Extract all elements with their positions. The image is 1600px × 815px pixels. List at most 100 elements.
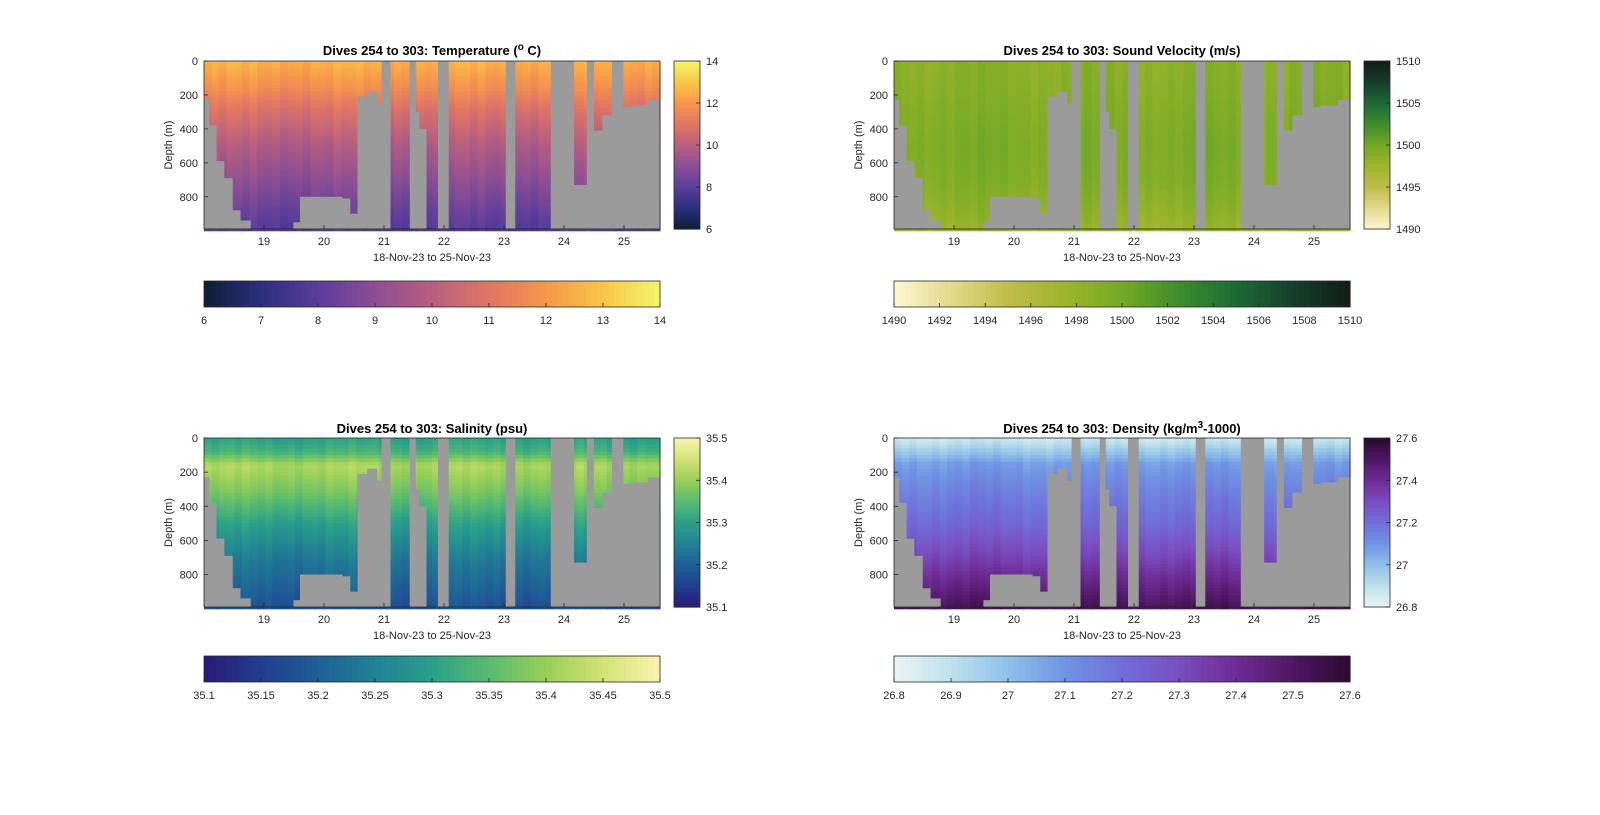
colorbar-segment: [466, 281, 473, 307]
heatmap-cell: [985, 189, 994, 194]
heatmap-cell: [538, 213, 547, 218]
heatmap-cell: [257, 217, 266, 222]
heatmap-cell: [970, 111, 979, 116]
heatmap-cell: [401, 145, 410, 150]
heatmap-cell: [280, 166, 289, 171]
heatmap-cell: [333, 81, 342, 86]
heatmap-cell: [310, 67, 319, 72]
heatmap-cell: [932, 115, 941, 120]
heatmap-cell: [1000, 142, 1009, 147]
heatmap-cell: [591, 125, 600, 130]
heatmap-cell: [916, 91, 925, 96]
heatmap-cell: [1000, 189, 1009, 194]
colorbar-segment: [517, 281, 524, 307]
y-tick-label: 200: [180, 90, 198, 102]
heatmap-cell: [606, 74, 615, 79]
colorbar-segment: [674, 184, 700, 188]
heatmap-cell: [447, 125, 456, 130]
heatmap-cell: [401, 173, 410, 177]
heatmap-cell: [249, 128, 258, 133]
colorbar-tick-label: 12: [706, 98, 718, 110]
heatmap-cell: [939, 81, 948, 86]
colorbar-segment: [295, 281, 302, 307]
heatmap-cell: [576, 179, 585, 184]
heatmap-cell: [576, 122, 585, 127]
heatmap-cell: [287, 173, 296, 177]
heatmap-cell: [264, 142, 273, 147]
heatmap-cell: [416, 77, 425, 82]
heatmap-cell: [295, 135, 304, 140]
heatmap-cell: [894, 71, 903, 76]
heatmap-cell: [1000, 149, 1009, 154]
heatmap-cell: [1015, 125, 1024, 130]
heatmap-cell: [538, 162, 547, 167]
heatmap-cell: [295, 105, 304, 110]
heatmap-cell: [302, 193, 311, 198]
heatmap-cell: [477, 189, 486, 194]
heatmap-cell: [500, 125, 509, 130]
heatmap-cell: [257, 189, 266, 194]
heatmap-cell: [447, 193, 456, 198]
heatmap-cell: [424, 132, 433, 137]
heatmap-cell: [470, 200, 479, 205]
heatmap-cell: [932, 173, 941, 177]
heatmap-cell: [622, 94, 631, 99]
heatmap-cell: [432, 105, 441, 110]
heatmap-cell: [1030, 84, 1039, 89]
heatmap-cell: [924, 111, 933, 116]
heatmap-cell: [242, 217, 251, 222]
heatmap-cell: [234, 145, 243, 150]
heatmap-cell: [295, 74, 304, 79]
heatmap-cell: [234, 101, 243, 106]
heatmap-cell: [211, 84, 220, 89]
heatmap-cell: [432, 67, 441, 72]
heatmap-cell: [310, 166, 319, 171]
y-axis-label: Depth (m): [163, 121, 175, 170]
heatmap-cell: [249, 74, 258, 79]
heatmap-cell: [219, 74, 228, 79]
heatmap-cell: [1000, 162, 1009, 167]
heatmap-cell: [977, 98, 986, 103]
heatmap-cell: [500, 145, 509, 150]
heatmap-cell: [939, 77, 948, 82]
heatmap-cell: [264, 132, 273, 137]
heatmap-cell: [1000, 176, 1009, 181]
heatmap-cell: [310, 183, 319, 188]
heatmap-cell: [546, 145, 555, 150]
heatmap-cell: [947, 98, 956, 103]
heatmap-cell: [318, 64, 327, 69]
heatmap-cell: [234, 162, 243, 167]
heatmap-cell: [515, 105, 524, 110]
heatmap-cell: [264, 125, 273, 130]
heatmap-cell: [954, 210, 963, 215]
colorbar-segment: [674, 159, 700, 163]
heatmap-cell: [894, 94, 903, 99]
heatmap-cell: [894, 77, 903, 82]
heatmap-cell: [924, 142, 933, 147]
heatmap-cell: [477, 169, 486, 174]
heatmap-cell: [477, 61, 486, 65]
heatmap-cell: [1000, 132, 1009, 137]
heatmap-cell: [477, 200, 486, 205]
heatmap-cell: [424, 94, 433, 99]
heatmap-cell: [318, 145, 327, 150]
colorbar-segment: [674, 170, 700, 173]
heatmap-cell: [622, 81, 631, 86]
heatmap-cell: [249, 206, 258, 211]
heatmap-cell: [242, 145, 251, 150]
heatmap-cell: [280, 84, 289, 89]
heatmap-cell: [394, 189, 403, 194]
heatmap-cell: [970, 98, 979, 103]
heatmap-cell: [1008, 145, 1017, 150]
heatmap-cell: [302, 81, 311, 86]
heatmap-cell: [272, 145, 281, 150]
chart-title-text: Dives 254 to 303: Temperature (: [323, 43, 519, 58]
heatmap-cell: [538, 74, 547, 79]
heatmap-cell: [1030, 108, 1039, 113]
heatmap-cell: [287, 145, 296, 150]
heatmap-cell: [424, 84, 433, 89]
heatmap-cell: [485, 74, 494, 79]
heatmap-cell: [954, 142, 963, 147]
heatmap-cell: [485, 91, 494, 96]
